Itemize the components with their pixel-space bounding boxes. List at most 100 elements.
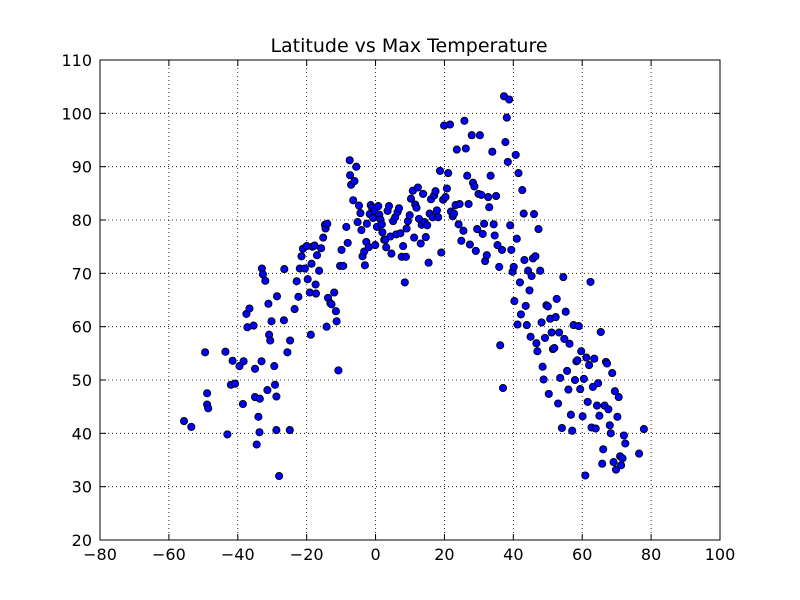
scatter-point bbox=[422, 234, 429, 241]
scatter-point bbox=[293, 278, 300, 285]
scatter-point bbox=[483, 252, 490, 259]
scatter-point bbox=[528, 272, 535, 279]
y-tick-label: 20 bbox=[72, 531, 92, 550]
scatter-point bbox=[579, 413, 586, 420]
scatter-point bbox=[582, 472, 589, 479]
scatter-point bbox=[256, 429, 263, 436]
scatter-point bbox=[497, 342, 504, 349]
x-tick-label: 100 bbox=[705, 545, 736, 564]
scatter-point bbox=[471, 183, 478, 190]
scatter-point bbox=[498, 246, 505, 253]
scatter-point bbox=[583, 354, 590, 361]
scatter-point bbox=[443, 185, 450, 192]
scatter-point bbox=[273, 393, 280, 400]
y-axis-tick-labels: 2030405060708090100110 bbox=[61, 51, 92, 550]
scatter-point bbox=[301, 265, 308, 272]
scatter-point bbox=[557, 374, 564, 381]
scatter-point bbox=[538, 319, 545, 326]
scatter-point bbox=[556, 329, 563, 336]
x-tick-label: 20 bbox=[434, 545, 454, 564]
scatter-point bbox=[267, 337, 274, 344]
scatter-point bbox=[402, 253, 409, 260]
scatter-point bbox=[455, 221, 462, 228]
scatter-point bbox=[496, 263, 503, 270]
scatter-point bbox=[592, 425, 599, 432]
scatter-point bbox=[464, 172, 471, 179]
scatter-point bbox=[580, 375, 587, 382]
scatter-point bbox=[383, 244, 390, 251]
scatter-point bbox=[490, 221, 497, 228]
y-tick-label: 110 bbox=[61, 51, 92, 70]
scatter-point bbox=[479, 230, 486, 237]
scatter-point bbox=[468, 132, 475, 139]
x-tick-label: −60 bbox=[152, 545, 186, 564]
scatter-point bbox=[562, 308, 569, 315]
scatter-point bbox=[271, 381, 278, 388]
scatter-point bbox=[287, 337, 294, 344]
scatter-point bbox=[577, 386, 584, 393]
scatter-point bbox=[433, 207, 440, 214]
scatter-point bbox=[286, 427, 293, 434]
grid-lines bbox=[100, 60, 720, 540]
y-tick-label: 30 bbox=[72, 478, 92, 497]
scatter-point bbox=[425, 259, 432, 266]
scatter-point bbox=[343, 223, 350, 230]
y-tick-label: 50 bbox=[72, 371, 92, 390]
scatter-point bbox=[571, 376, 578, 383]
scatter-point bbox=[541, 334, 548, 341]
scatter-point bbox=[486, 204, 493, 211]
scatter-point bbox=[256, 395, 263, 402]
scatter-point bbox=[265, 300, 272, 307]
scatter-point bbox=[205, 405, 212, 412]
scatter-point bbox=[520, 210, 527, 217]
scatter-point bbox=[414, 184, 421, 191]
scatter-point bbox=[271, 363, 278, 370]
scatter-point bbox=[519, 187, 526, 194]
scatter-point bbox=[307, 331, 314, 338]
scatter-point bbox=[481, 220, 488, 227]
scatter-point bbox=[465, 200, 472, 207]
scatter-point bbox=[544, 303, 551, 310]
scatter-point bbox=[295, 293, 302, 300]
scatter-point bbox=[597, 328, 604, 335]
scatter-point bbox=[372, 242, 379, 249]
data-points bbox=[180, 93, 647, 480]
scatter-point bbox=[435, 214, 442, 221]
scatter-point bbox=[304, 276, 311, 283]
scatter-point bbox=[436, 167, 443, 174]
scatter-point bbox=[575, 323, 582, 330]
scatter-point bbox=[276, 472, 283, 479]
scatter-point bbox=[636, 450, 643, 457]
x-tick-label: 0 bbox=[370, 545, 380, 564]
scatter-point bbox=[231, 380, 238, 387]
scatter-point bbox=[411, 234, 418, 241]
scatter-point bbox=[595, 380, 602, 387]
scatter-point bbox=[395, 205, 402, 212]
scatter-point bbox=[521, 256, 528, 263]
scatter-point bbox=[451, 210, 458, 217]
scatter-point bbox=[478, 191, 485, 198]
scatter-point bbox=[511, 298, 518, 305]
y-tick-label: 100 bbox=[61, 104, 92, 123]
scatter-point bbox=[513, 235, 520, 242]
scatter-point bbox=[614, 413, 621, 420]
scatter-point bbox=[204, 390, 211, 397]
scatter-point bbox=[615, 394, 622, 401]
scatter-point bbox=[460, 227, 467, 234]
scatter-point bbox=[442, 194, 449, 201]
scatter-point bbox=[551, 344, 558, 351]
scatter-point bbox=[357, 210, 364, 217]
scatter-point bbox=[600, 446, 607, 453]
scatter-point bbox=[530, 211, 537, 218]
scatter-point bbox=[258, 358, 265, 365]
scatter-point bbox=[564, 367, 571, 374]
scatter-point bbox=[344, 239, 351, 246]
x-tick-label: 40 bbox=[503, 545, 523, 564]
scatter-point bbox=[504, 158, 511, 165]
scatter-point bbox=[281, 266, 288, 273]
scatter-point bbox=[400, 243, 407, 250]
axis-ticks bbox=[100, 60, 720, 540]
scatter-point bbox=[506, 96, 513, 103]
scatter-point bbox=[379, 229, 386, 236]
